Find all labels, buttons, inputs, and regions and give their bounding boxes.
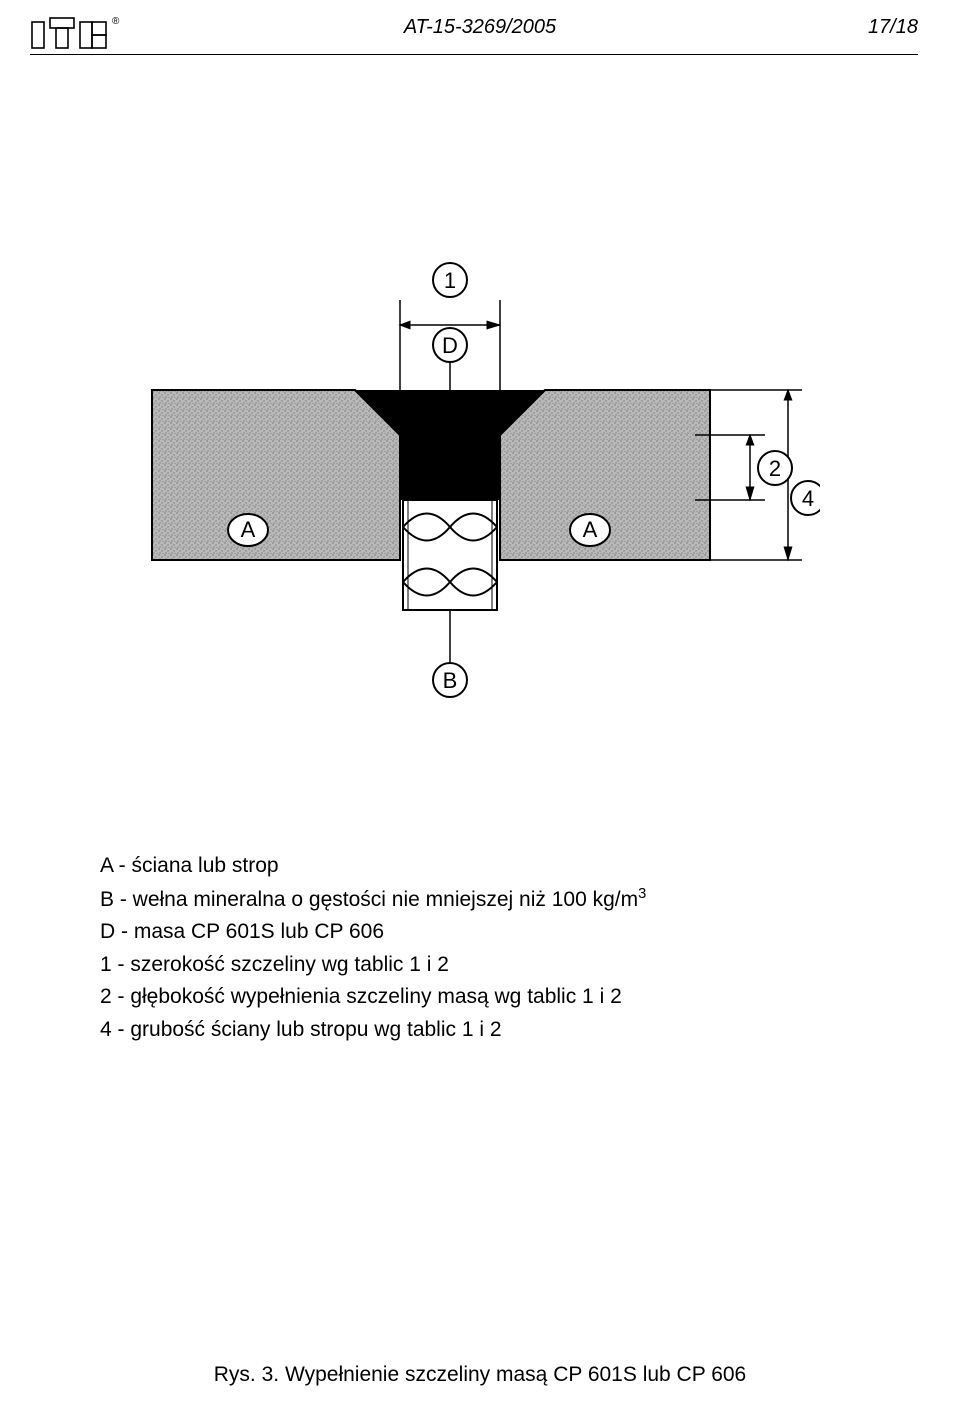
callout-4: 4 [802, 486, 814, 511]
legend-a: A - ściana lub strop [100, 850, 860, 883]
callout-1: 1 [444, 268, 456, 293]
legend-d: D - masa CP 601S lub CP 606 [100, 916, 860, 949]
callout-a-right: A [583, 517, 598, 542]
header-rule [30, 54, 918, 55]
caption-rest: Wypełnienie szczeliny masą CP 601S lub C… [279, 1363, 746, 1386]
callout-b: B [443, 668, 458, 693]
document-id: AT-15-3269/2005 [404, 16, 556, 39]
wall-left [152, 390, 400, 560]
svg-text:®: ® [112, 16, 120, 27]
callout-d: D [442, 333, 458, 358]
legend: A - ściana lub strop B - wełna mineralna… [100, 850, 860, 1046]
figure: 1 D 2 4 A A B [140, 230, 820, 710]
figure-caption: Rys. 3. Wypełnienie szczeliny masą CP 60… [0, 1363, 960, 1387]
legend-1: 1 - szerokość szczeliny wg tablic 1 i 2 [100, 949, 860, 982]
caption-lead: Rys. 3. [214, 1363, 279, 1386]
legend-b: B - wełna mineralna o gęstości nie mniej… [100, 883, 860, 917]
callout-2: 2 [769, 456, 781, 481]
mineral-wool [403, 500, 497, 610]
legend-2: 2 - głębokość wypełnienia szczeliny masą… [100, 981, 860, 1014]
callout-a-left: A [241, 517, 256, 542]
legend-4: 4 - grubość ściany lub stropu wg tablic … [100, 1014, 860, 1047]
legend-b-sup: 3 [638, 886, 646, 902]
page-number: 17/18 [868, 16, 918, 39]
legend-b-text: B - wełna mineralna o gęstości nie mniej… [100, 888, 638, 911]
itb-logo: ® [30, 16, 120, 57]
